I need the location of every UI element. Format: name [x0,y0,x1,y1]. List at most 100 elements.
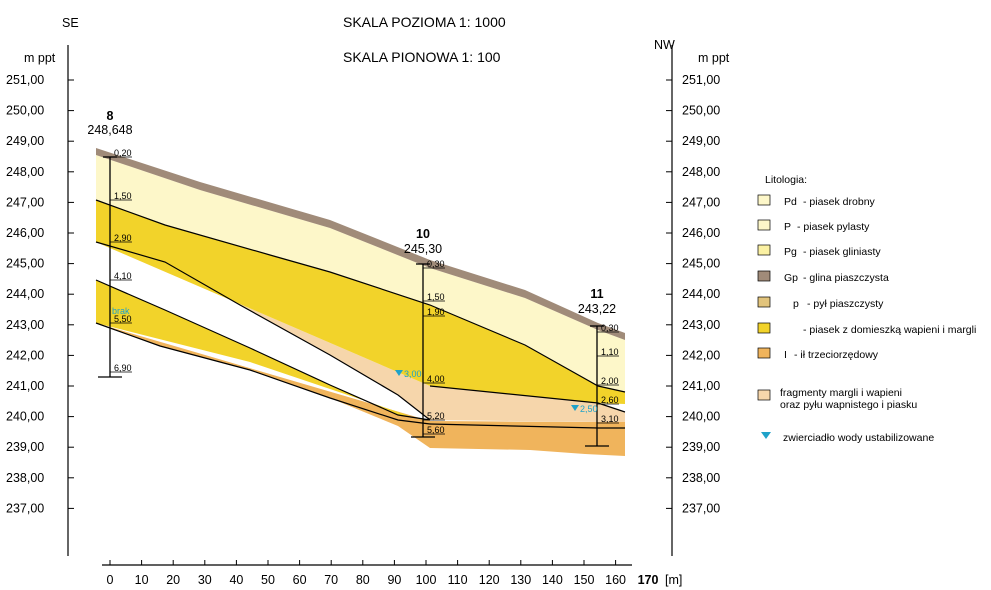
borehole-elevation: 248,648 [87,123,132,137]
legend-code: p [793,298,799,310]
boundary-line [95,322,431,425]
depth-label: 5,50 [114,314,132,324]
depth-label: 4,10 [114,271,132,281]
right-elevation-label: 238,00 [682,471,720,485]
legend-label: - pył piaszczysty [807,298,884,310]
water-note: brak [112,306,130,316]
stratum-clay [96,323,625,456]
depth-label: 1,10 [601,347,619,357]
left-elevation-label: 245,00 [6,257,44,271]
legend-code: I [784,349,787,361]
scale-vertical: SKALA PIONOWA 1: 100 [343,49,501,65]
right-elevation-label: 239,00 [682,440,720,454]
depth-label: 5,20 [427,411,445,421]
boundary-line [95,279,431,421]
legend-code: Gp [784,272,798,284]
distance-label: 60 [293,573,307,587]
distance-label: 30 [198,573,212,587]
legend-label: - piasek z domieszką wapieni i margli [803,324,976,336]
right-elevation-label: 241,00 [682,379,720,393]
left-elevation-label: 251,00 [6,73,44,87]
distance-label: 120 [479,573,500,587]
legend-swatch [757,194,771,206]
right-elevation-label: 250,00 [682,104,720,118]
legend-label: - ił trzeciorzędowy [794,349,879,361]
legend-label: - piasek pylasty [797,221,870,233]
legend-fragments-line2: oraz pyłu wapnistego i piasku [780,399,917,411]
legend-swatch [757,322,771,334]
right-elevation-label: 244,00 [682,287,720,301]
left-elevation-label: 240,00 [6,410,44,424]
right-elevation-label: 248,00 [682,165,720,179]
legend-swatch [757,347,771,359]
borehole-elevation: 243,22 [578,302,616,316]
left-elevation-label: 249,00 [6,134,44,148]
depth-label: 4,00 [427,374,445,384]
legend-swatch-fragments [757,389,771,401]
legend-swatch [757,296,771,308]
left-elevation-label: 244,00 [6,287,44,301]
legend-fragments-line1: fragmenty margli i wapieni [780,387,902,399]
depth-label: 1,50 [114,191,132,201]
legend-code: P [784,221,791,233]
direction-left: SE [62,16,79,30]
right-elevation-label: 242,00 [682,348,720,362]
depth-label: 1,50 [427,292,445,302]
right-elevation-label: 245,00 [682,257,720,271]
right-elevation-label: 243,00 [682,318,720,332]
left-elevation-label: 248,00 [6,165,44,179]
distance-label: 80 [356,573,370,587]
distance-label: 90 [387,573,401,587]
boundary-line [429,423,625,429]
left-elevation-label: 247,00 [6,195,44,209]
distance-label: 150 [574,573,595,587]
right-elevation-label: 251,00 [682,73,720,87]
scale-horizontal: SKALA POZIOMA 1: 1000 [343,14,506,30]
legend-swatch [757,219,771,231]
depth-label: 2,00 [601,376,619,386]
legend-code: Pg [784,246,797,258]
distance-label: 110 [448,573,468,587]
right-elevation-label: 246,00 [682,226,720,240]
legend-label: - piasek drobny [803,196,876,208]
left-elevation-label: 239,00 [6,440,44,454]
depth-label: 0,30 [427,259,445,269]
distance-end-label: 170 [638,573,659,587]
depth-label: 2,60 [601,395,619,405]
boundary-line [95,199,626,393]
left-elevation-label: 246,00 [6,226,44,240]
distance-unit: [m] [665,573,682,587]
borehole-number: 11 [590,287,603,301]
water-level-icon [571,405,579,411]
legend-title: Litologia: [765,174,807,186]
distance-label: 40 [229,573,243,587]
right-elevation-label: 237,00 [682,501,720,515]
left-elevation-label: 238,00 [6,471,44,485]
boreholes-group: 8248,6480,201,502,904,105,506,90brak1024… [87,109,619,447]
axes-group: 251,00 251,00 250,00 250,00 249,00 249,00 248,… [6,45,720,587]
water-level-icon [395,370,403,376]
borehole-number: 10 [416,227,430,241]
legend-code: Pd [784,196,797,208]
distance-label: 100 [416,573,437,587]
depth-label: 0,20 [114,148,132,158]
left-elevation-label: 242,00 [6,348,44,362]
depth-label: 2,90 [114,233,132,243]
distance-label: 20 [166,573,180,587]
depth-label: 0,30 [601,323,619,333]
water-level-label: 2,50 [580,404,598,414]
left-elevation-label: 241,00 [6,379,44,393]
legend-label: - glina piaszczysta [803,272,889,284]
depth-label: 3,10 [601,414,619,424]
stratum-topsoil [96,148,625,340]
borehole-number: 8 [107,109,114,123]
distance-label: 130 [510,573,531,587]
distance-label: 70 [324,573,338,587]
boundary-line [95,241,431,421]
distance-label: 50 [261,573,275,587]
right-elevation-label: 247,00 [682,195,720,209]
